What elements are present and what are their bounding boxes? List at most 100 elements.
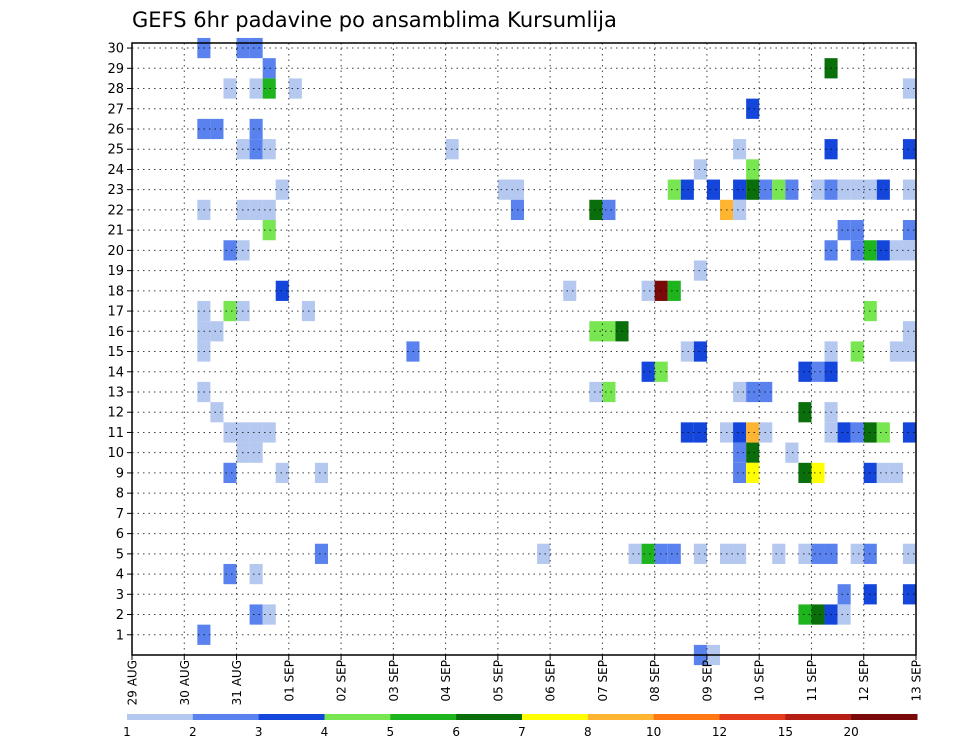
precip-cell [288, 78, 302, 99]
y-tick-label: 25 [107, 143, 124, 158]
colorbar-swatch [258, 714, 325, 720]
precip-cell [680, 341, 694, 362]
precip-cell [850, 240, 864, 261]
precip-cell [876, 462, 890, 484]
precip-cell [249, 37, 263, 59]
colorbar-swatch [522, 714, 589, 720]
precip-cell [706, 179, 720, 200]
colorbar: 1 2 3 4 5 6 7 8 10 12 15 20 [123, 714, 918, 739]
precip-cell [746, 442, 760, 463]
precip-cell [798, 462, 812, 484]
precip-cell [902, 341, 916, 362]
precip-cell [249, 78, 263, 99]
precip-cell [210, 321, 224, 342]
precip-cell [837, 179, 851, 200]
y-tick-label: 26 [107, 122, 124, 137]
y-tick-label: 14 [107, 365, 124, 380]
precip-cell [733, 543, 747, 564]
precip-cell [537, 543, 551, 564]
precip-cell [850, 422, 864, 443]
precip-cell [602, 199, 616, 221]
colorbar-label: 7 [518, 725, 526, 739]
precip-cell [249, 442, 263, 463]
y-tick-label: 8 [116, 487, 124, 502]
precip-cell [837, 604, 851, 625]
y-tick-label: 13 [107, 385, 124, 400]
precip-cell [733, 179, 747, 200]
y-tick-label: 22 [107, 203, 124, 218]
precip-cell [262, 220, 276, 241]
precip-cell [262, 78, 276, 99]
y-tick-label: 6 [116, 527, 124, 542]
precip-cell [223, 422, 237, 443]
precip-cell [589, 321, 603, 342]
precip-cell [837, 422, 851, 443]
precip-cell [733, 422, 747, 443]
precip-cell [223, 462, 237, 484]
colorbar-label: 2 [189, 725, 197, 739]
precip-cell [733, 462, 747, 484]
precip-cell [746, 179, 760, 200]
precip-cell [902, 543, 916, 564]
x-tick-label: 03 SEP [387, 660, 401, 702]
x-tick-label: 31 AUG [230, 660, 244, 705]
y-tick-label: 18 [107, 284, 124, 299]
precip-cell [667, 543, 681, 564]
x-tick-label: 13 SEP [910, 660, 924, 702]
y-tick-label: 23 [107, 183, 124, 198]
precip-cell [223, 300, 237, 322]
precip-cell [262, 199, 276, 221]
precip-cell [693, 341, 707, 362]
precip-cell [249, 199, 263, 221]
precip-cell [785, 442, 799, 463]
x-tick-label: 30 AUG [178, 660, 192, 705]
precip-cell [667, 179, 681, 200]
precip-cell [798, 361, 812, 382]
y-tick-label: 5 [116, 547, 124, 562]
precip-cell [902, 78, 916, 99]
precip-cell [902, 321, 916, 342]
colorbar-swatch [587, 714, 655, 720]
precip-cell [314, 462, 328, 484]
precip-cell [746, 381, 760, 403]
y-tick-label: 15 [107, 345, 124, 360]
x-tick-label: 29 AUG [126, 660, 140, 705]
precip-cell [641, 280, 655, 301]
precip-cell [275, 462, 289, 484]
x-tick-label: 08 SEP [648, 660, 662, 702]
precip-cell [641, 543, 655, 564]
precip-cell [563, 280, 577, 301]
colorbar-label: 8 [584, 725, 592, 739]
precip-cell [850, 543, 864, 564]
y-tick-label: 17 [107, 305, 124, 320]
precip-cell [223, 240, 237, 261]
colorbar-label: 20 [844, 725, 859, 739]
y-tick-label: 3 [116, 588, 124, 603]
precip-cell [837, 584, 851, 605]
precip-cell [746, 462, 760, 484]
precip-cell [902, 422, 916, 443]
precip-cell [314, 543, 328, 564]
precip-cell [785, 179, 799, 200]
precip-cell [275, 179, 289, 200]
y-axis: 1234567891011121314151617181920212223242… [107, 42, 132, 643]
precip-cell [693, 260, 707, 281]
precip-cell [889, 462, 903, 484]
colorbar-label: 5 [387, 725, 395, 739]
precip-cell [902, 220, 916, 241]
precip-cell [589, 381, 603, 403]
precip-cell [733, 442, 747, 463]
colorbar-swatch [127, 714, 194, 720]
precip-cell [210, 118, 224, 140]
colorbar-swatch [719, 714, 786, 720]
y-tick-label: 27 [107, 102, 124, 117]
x-tick-label: 01 SEP [282, 660, 296, 702]
precip-cell [262, 604, 276, 625]
precip-cell [680, 422, 694, 443]
colorbar-label: 10 [646, 725, 661, 739]
y-tick-label: 19 [107, 264, 124, 279]
x-tick-label: 02 SEP [335, 660, 349, 702]
precip-cell [902, 240, 916, 261]
x-axis: 29 AUG 30 AUG 31 AUG 01 SEP 02 SEP 03 SEP 04 S… [126, 655, 924, 705]
precip-cell [693, 422, 707, 443]
